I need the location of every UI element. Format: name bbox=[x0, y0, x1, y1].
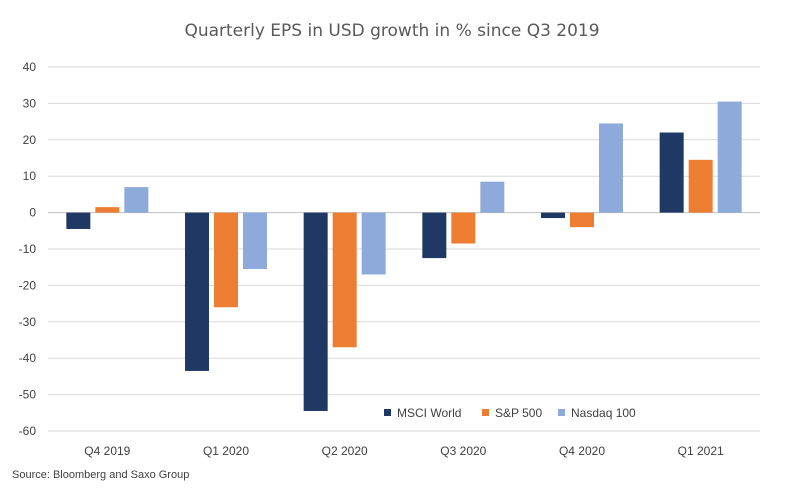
y-tick-label: -10 bbox=[19, 242, 37, 256]
bar-nasdaq-100-q4-2020 bbox=[599, 123, 623, 213]
y-tick-label: 10 bbox=[23, 169, 37, 183]
legend-label: S&P 500 bbox=[495, 406, 542, 420]
x-tick-label: Q2 2020 bbox=[322, 444, 368, 458]
bar-nasdaq-100-q4-2019 bbox=[124, 187, 149, 213]
bar-s-p-500-q3-2020 bbox=[451, 212, 476, 244]
y-tick-label: -40 bbox=[19, 351, 37, 365]
bar-msci-world-q1-2021 bbox=[659, 132, 684, 213]
source-note: Source: Bloomberg and Saxo Group bbox=[12, 469, 189, 481]
y-tick-label: -20 bbox=[19, 278, 37, 292]
y-tick-label: 40 bbox=[23, 60, 37, 74]
bar-s-p-500-q2-2020 bbox=[332, 212, 357, 348]
bar-s-p-500-q1-2020 bbox=[214, 212, 238, 308]
x-tick-label: Q4 2020 bbox=[559, 444, 605, 458]
bar-s-p-500-q1-2021 bbox=[688, 159, 713, 213]
y-axis-ticks: 40 30 20 10 0 -10 -20 -30 -40 -50 -60 bbox=[19, 60, 37, 438]
legend-label: MSCI World bbox=[397, 406, 461, 420]
y-tick-label: -30 bbox=[19, 315, 37, 329]
bars bbox=[66, 101, 742, 411]
legend-swatch bbox=[384, 409, 391, 416]
gridlines bbox=[48, 66, 760, 432]
bar-msci-world-q1-2020 bbox=[185, 212, 209, 371]
x-axis-ticks: Q4 2019 Q1 2020 Q2 2020 Q3 2020 Q4 2020 Q1 20… bbox=[84, 444, 724, 458]
bar-msci-world-q4-2020 bbox=[541, 212, 565, 219]
x-tick-label: Q4 2019 bbox=[84, 444, 130, 458]
x-tick-label: Q1 2021 bbox=[678, 444, 724, 458]
bar-s-p-500-q4-2019 bbox=[95, 207, 120, 213]
legend-label: Nasdaq 100 bbox=[571, 406, 636, 420]
chart-title: Quarterly EPS in USD growth in % since Q… bbox=[184, 21, 599, 41]
y-tick-label: 20 bbox=[23, 133, 37, 147]
bar-nasdaq-100-q3-2020 bbox=[480, 181, 505, 213]
bar-s-p-500-q4-2020 bbox=[570, 212, 594, 228]
y-tick-label: 30 bbox=[23, 96, 37, 110]
y-tick-label: 0 bbox=[29, 206, 36, 220]
bar-msci-world-q4-2019 bbox=[66, 212, 91, 229]
bar-nasdaq-100-q2-2020 bbox=[361, 212, 386, 275]
legend-swatch bbox=[482, 409, 489, 416]
bar-nasdaq-100-q1-2020 bbox=[243, 212, 267, 270]
y-tick-label: -50 bbox=[19, 388, 37, 402]
x-tick-label: Q3 2020 bbox=[440, 444, 486, 458]
x-tick-label: Q1 2020 bbox=[203, 444, 249, 458]
bar-msci-world-q3-2020 bbox=[422, 212, 447, 259]
bar-nasdaq-100-q1-2021 bbox=[717, 101, 742, 213]
legend: MSCI World S&P 500 Nasdaq 100 bbox=[384, 406, 636, 420]
bar-msci-world-q2-2020 bbox=[303, 212, 328, 411]
legend-swatch bbox=[558, 409, 565, 416]
y-tick-label: -60 bbox=[19, 424, 37, 438]
